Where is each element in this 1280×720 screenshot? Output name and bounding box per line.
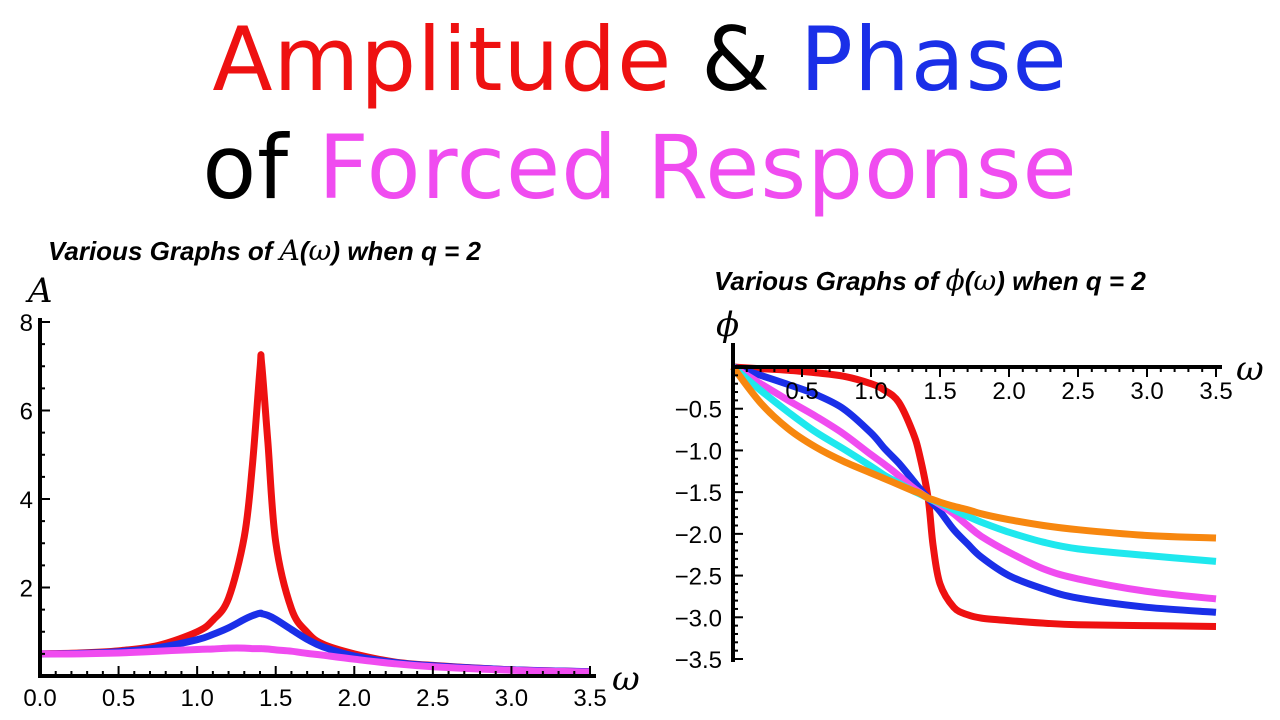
amplitude-x-tick-label: 2.5 [416, 685, 449, 712]
amplitude-title-part: ) when q = 2 [328, 236, 481, 266]
phase-x-tick-label: 1.0 [854, 378, 887, 405]
phase-y-tick-label: −3.5 [675, 647, 722, 674]
title-word-phase: Phase [799, 8, 1068, 111]
amplitude-x-tick-label: 0.5 [102, 685, 135, 712]
amplitude-x-tick-label: 3.5 [573, 685, 606, 712]
title-word-forced-response: Forced Response [318, 116, 1078, 219]
phase-title-part: Various Graphs of [714, 266, 946, 296]
phase-title-part: ) when q = 2 [993, 266, 1146, 296]
amplitude-x-tick-label: 1.5 [259, 685, 292, 712]
phase-y-tick-label: −0.5 [675, 397, 722, 424]
phase-title: Various Graphs of ϕ(ω) when q = 2 [714, 264, 1146, 297]
amplitude-x-tick-label: 0.0 [23, 685, 56, 712]
amplitude-title-part: Various Graphs of [48, 236, 280, 266]
amplitude-chart: Various Graphs of A(ω) when q = 2 0.0 0.5 1… [20, 234, 640, 712]
phase-y-tick-label: −3.0 [675, 605, 722, 632]
title-word-amplitude: Amplitude [212, 8, 673, 111]
phase-y-tick-label: −1.5 [675, 480, 722, 507]
phase-title-part: ω [973, 264, 996, 297]
phase-x-tick-label: 0.5 [785, 378, 818, 405]
amplitude-y-tick-label: 8 [20, 310, 33, 337]
phase-x-tick-label: 2.0 [992, 378, 1025, 405]
title-word-of: of [202, 116, 319, 219]
amplitude-y-tick-label: 2 [20, 576, 33, 603]
phase-title-part: ϕ [946, 264, 965, 297]
amplitude-y-axis-label: A [25, 271, 53, 311]
amplitude-x-tick-label: 3.0 [495, 685, 528, 712]
amplitude-title-part: A [277, 234, 300, 267]
title-line-2: of Forced Response [0, 118, 1280, 218]
phase-y-tick-label: −2.5 [675, 564, 722, 591]
amplitude-title: Various Graphs of A(ω) when q = 2 [48, 234, 481, 267]
phase-y-tick-label: −2.0 [675, 522, 722, 549]
amplitude-title-part: ω [309, 234, 332, 267]
phase-x-tick-label: 3.5 [1199, 378, 1232, 405]
title-word-ampersand: & [672, 8, 800, 111]
phase-x-tick-label: 3.0 [1130, 378, 1163, 405]
phase-x-tick-label: 2.5 [1061, 378, 1094, 405]
amplitude-x-axis-label: ω [612, 659, 640, 699]
phase-y-tick-label: −1.0 [675, 438, 722, 465]
amplitude-series-line-3 [39, 644, 591, 676]
phase-x-axis-label: ω [1236, 349, 1264, 389]
amplitude-y-tick-label: 4 [20, 487, 33, 514]
phase-series-line-5 [730, 364, 1217, 542]
phase-x-tick-label: 1.5 [923, 378, 956, 405]
amplitude-y-tick-label: 6 [20, 399, 33, 426]
phase-y-axis-label: ϕ [716, 305, 739, 345]
title-line-1: Amplitude & Phase [0, 10, 1280, 110]
amplitude-x-tick-label: 2.0 [338, 685, 371, 712]
amplitude-x-tick-label: 1.0 [180, 685, 213, 712]
